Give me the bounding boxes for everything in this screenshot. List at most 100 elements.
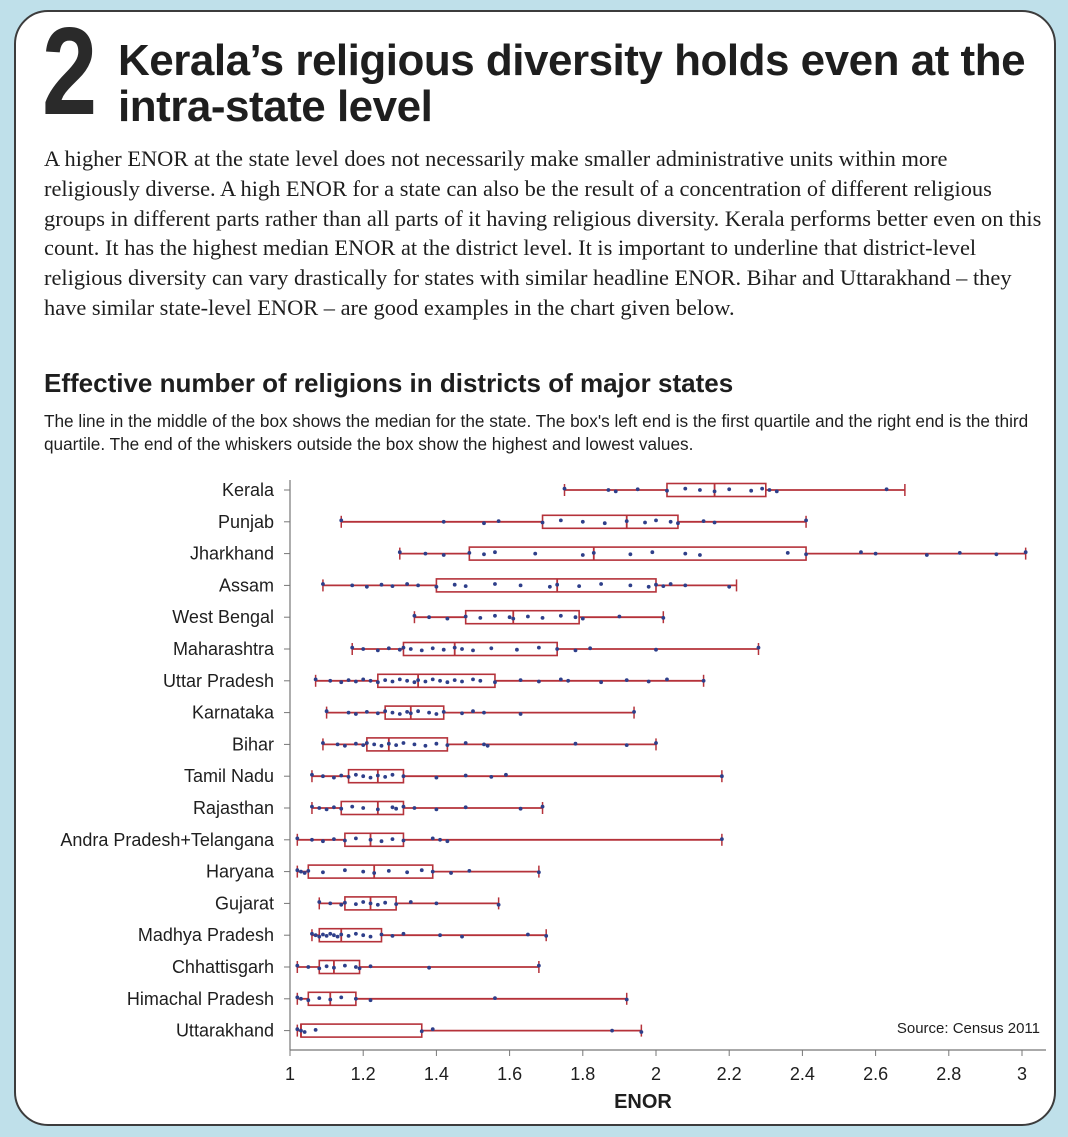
district-point (405, 710, 410, 714)
x-tick-label: 1 (285, 1064, 295, 1084)
district-point (445, 680, 450, 685)
district-point (324, 807, 329, 812)
district-point (624, 743, 629, 747)
district-point (302, 871, 307, 875)
source-note: Source: Census 2011 (897, 1020, 1040, 1037)
district-point (646, 584, 651, 589)
district-point (368, 964, 373, 969)
district-point (295, 1027, 300, 1032)
district-point (412, 742, 417, 747)
district-point (343, 743, 347, 748)
district-point (335, 742, 340, 747)
district-point (804, 552, 808, 557)
district-point (339, 773, 344, 778)
district-point (676, 521, 680, 526)
district-point (321, 774, 325, 779)
district-point (412, 806, 417, 810)
district-point (383, 775, 388, 779)
district-point (346, 710, 351, 715)
category-label: Uttarakhand (176, 1021, 274, 1041)
district-point (423, 551, 428, 556)
district-point (339, 995, 344, 1000)
category-label: Madhya Pradesh (138, 925, 274, 945)
district-point (482, 742, 486, 747)
district-point (386, 869, 391, 873)
district-point (573, 741, 578, 746)
district-point (683, 551, 688, 556)
district-point (452, 582, 457, 587)
x-tick-label: 2 (651, 1064, 661, 1084)
district-point (646, 679, 651, 684)
district-point (628, 552, 633, 557)
district-point (467, 551, 472, 555)
district-point (328, 678, 333, 683)
district-point (449, 871, 453, 875)
district-point (719, 774, 724, 779)
district-point (698, 553, 702, 557)
district-point (390, 837, 395, 841)
district-point (321, 839, 325, 844)
district-point (401, 774, 406, 779)
district-point (573, 648, 578, 653)
district-point (295, 963, 300, 968)
x-tick-label: 3 (1017, 1064, 1027, 1084)
district-point (434, 741, 439, 746)
district-point (482, 521, 486, 526)
district-point (555, 647, 560, 651)
x-tick-label: 2.6 (863, 1064, 888, 1084)
x-tick-label: 1.4 (424, 1064, 449, 1084)
district-point (379, 932, 384, 937)
iqr-box (435, 578, 657, 593)
district-point (401, 931, 406, 936)
district-point (624, 997, 629, 1002)
district-point (386, 646, 391, 651)
district-point (650, 550, 655, 555)
district-point (375, 648, 380, 653)
category-label: Punjab (218, 512, 274, 532)
district-point (463, 584, 468, 588)
district-point (493, 680, 497, 685)
district-point (441, 710, 446, 714)
district-point (416, 709, 420, 714)
district-point (599, 582, 603, 586)
district-point (489, 775, 494, 779)
district-point (580, 519, 585, 524)
district-point (317, 966, 322, 971)
district-point (390, 584, 395, 588)
district-point (460, 711, 464, 716)
district-point (401, 838, 406, 843)
district-point (430, 869, 435, 874)
district-point (613, 489, 618, 494)
district-point (306, 998, 311, 1003)
district-point (353, 902, 358, 906)
district-point (372, 871, 377, 875)
district-point (558, 677, 563, 682)
district-point (471, 648, 475, 653)
district-point (547, 584, 552, 589)
story-body: A higher ENOR at the state level does no… (44, 146, 1042, 320)
district-point (540, 616, 545, 620)
district-point (361, 806, 366, 810)
district-point (339, 902, 344, 907)
district-point (299, 996, 303, 1001)
district-point (427, 615, 431, 620)
district-point (635, 487, 640, 492)
district-point (471, 677, 475, 682)
district-point (313, 933, 318, 938)
district-point (654, 518, 658, 523)
district-point (343, 963, 347, 968)
district-point (397, 550, 402, 555)
district-point (774, 489, 779, 494)
district-point (683, 583, 688, 588)
district-point (701, 519, 706, 523)
district-point (478, 678, 483, 683)
district-point (504, 772, 508, 777)
district-point (368, 998, 373, 1003)
district-point (353, 996, 358, 1001)
district-point (339, 932, 344, 937)
district-point (361, 900, 366, 904)
district-point (602, 521, 607, 526)
district-point (332, 965, 336, 970)
district-point (419, 1029, 424, 1034)
story-number: 2 (42, 10, 98, 141)
